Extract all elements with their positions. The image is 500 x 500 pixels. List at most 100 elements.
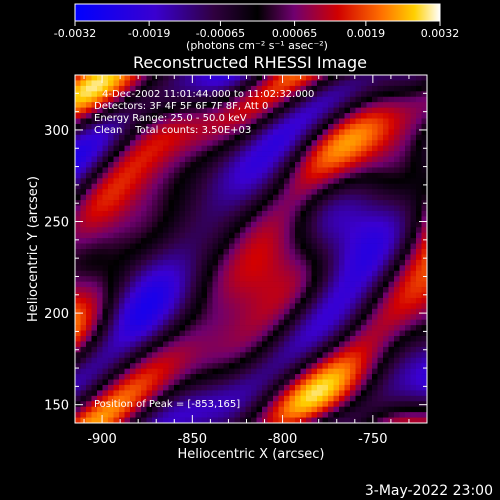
- heatmap-cell: [196, 336, 202, 342]
- heatmap-cell: [234, 270, 241, 277]
- heatmap-cell: [185, 91, 191, 98]
- heatmap-cell: [212, 319, 219, 326]
- heatmap-cell: [399, 303, 406, 310]
- heatmap-cell: [163, 297, 169, 304]
- heatmap-cell: [350, 118, 356, 125]
- heatmap-cell: [245, 205, 252, 212]
- heatmap-cell: [113, 281, 120, 288]
- heatmap-cell: [163, 401, 169, 407]
- heatmap-cell: [339, 336, 345, 342]
- heatmap-cell: [80, 417, 87, 423]
- heatmap-cell: [113, 232, 120, 239]
- heatmap-cell: [278, 107, 285, 114]
- heatmap-cell: [388, 200, 395, 206]
- heatmap-cell: [163, 368, 169, 375]
- heatmap-cell: [163, 406, 169, 413]
- heatmap-cell: [218, 118, 224, 125]
- heatmap-cell: [278, 297, 285, 304]
- heatmap-cell: [124, 134, 131, 141]
- heatmap-cell: [212, 363, 219, 369]
- heatmap-cell: [317, 102, 323, 108]
- heatmap-cell: [344, 134, 351, 141]
- heatmap-cell: [322, 341, 329, 348]
- heatmap-cell: [377, 75, 384, 81]
- heatmap-cell: [124, 254, 131, 261]
- heatmap-cell: [102, 390, 109, 397]
- heatmap-cell: [273, 254, 279, 261]
- heatmap-cell: [350, 292, 356, 299]
- heatmap-cell: [262, 276, 268, 282]
- heatmap-cell: [146, 374, 153, 380]
- heatmap-cell: [289, 123, 296, 130]
- heatmap-cell: [421, 368, 427, 375]
- heatmap-cell: [295, 172, 301, 179]
- heatmap-cell: [273, 276, 279, 282]
- heatmap-cell: [388, 384, 395, 391]
- heatmap-cell: [377, 254, 384, 261]
- heatmap-cell: [388, 189, 395, 195]
- heatmap-cell: [218, 96, 224, 103]
- heatmap-cell: [372, 314, 378, 320]
- heatmap-cell: [295, 162, 301, 168]
- heatmap-cell: [322, 123, 329, 130]
- heatmap-cell: [317, 390, 323, 397]
- heatmap-cell: [322, 357, 329, 364]
- heatmap-cell: [185, 189, 191, 195]
- heatmap-cell: [399, 352, 406, 359]
- heatmap-cell: [350, 243, 356, 250]
- heatmap-cell: [229, 319, 235, 326]
- heatmap-cell: [405, 102, 411, 108]
- heatmap-cell: [366, 210, 373, 217]
- heatmap-cell: [185, 254, 191, 261]
- heatmap-cell: [267, 183, 274, 190]
- heatmap-cell: [377, 162, 384, 168]
- heatmap-cell: [344, 140, 351, 146]
- heatmap-cell: [311, 379, 318, 386]
- heatmap-cell: [152, 390, 158, 397]
- heatmap-cell: [229, 183, 235, 190]
- heatmap-cell: [355, 374, 362, 380]
- heatmap-cell: [218, 140, 224, 146]
- heatmap-cell: [344, 123, 351, 130]
- heatmap-cell: [377, 96, 384, 103]
- heatmap-cell: [394, 281, 400, 288]
- heatmap-cell: [256, 80, 263, 87]
- heatmap-cell: [157, 341, 164, 348]
- heatmap-cell: [245, 156, 252, 163]
- heatmap-cell: [284, 292, 290, 299]
- heatmap-cell: [317, 221, 323, 228]
- heatmap-cell: [91, 216, 98, 223]
- heatmap-cell: [212, 384, 219, 391]
- heatmap-cell: [201, 374, 208, 380]
- heatmap-cell: [383, 303, 389, 310]
- heatmap-cell: [80, 308, 87, 315]
- heatmap-cell: [295, 401, 301, 407]
- heatmap-cell: [168, 227, 175, 233]
- heatmap-cell: [234, 232, 241, 239]
- heatmap-cell: [405, 417, 411, 423]
- heatmap-cell: [240, 352, 246, 359]
- heatmap-cell: [185, 401, 191, 407]
- heatmap-cell: [333, 145, 340, 152]
- heatmap-cell: [218, 384, 224, 391]
- heatmap-cell: [179, 276, 186, 282]
- heatmap-cell: [355, 346, 362, 353]
- heatmap-cell: [311, 281, 318, 288]
- heatmap-cell: [251, 346, 257, 353]
- heatmap-cell: [124, 412, 131, 418]
- heatmap-cell: [311, 330, 318, 337]
- heatmap-cell: [339, 325, 345, 331]
- heatmap-cell: [212, 390, 219, 397]
- heatmap-cell: [383, 363, 389, 369]
- heatmap-cell: [223, 123, 230, 130]
- heatmap-cell: [124, 265, 131, 272]
- heatmap-cell: [410, 210, 417, 217]
- heatmap-cell: [179, 254, 186, 261]
- heatmap-cell: [212, 91, 219, 98]
- heatmap-cell: [174, 167, 180, 174]
- heatmap-cell: [388, 276, 395, 282]
- heatmap-cell: [102, 227, 109, 233]
- heatmap-cell: [311, 91, 318, 98]
- heatmap-cell: [240, 156, 246, 163]
- heatmap-cell: [306, 314, 312, 320]
